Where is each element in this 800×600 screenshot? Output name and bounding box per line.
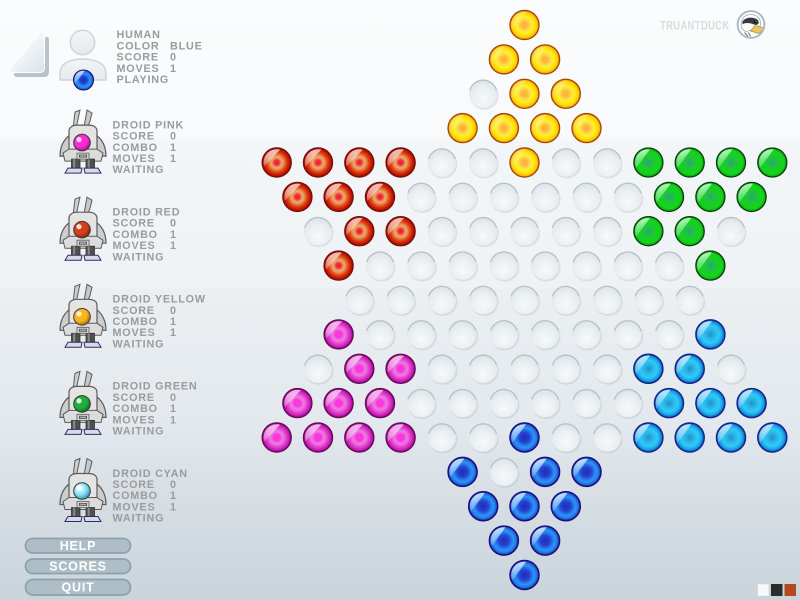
svg-text:SCORE: SCORE [117, 52, 159, 64]
svg-text:COMBO: COMBO [113, 316, 158, 328]
svg-text:WAITING: WAITING [113, 338, 165, 350]
svg-text:0: 0 [170, 131, 177, 143]
svg-text:DROID PINK: DROID PINK [113, 119, 185, 131]
svg-text:WAITING: WAITING [113, 164, 165, 176]
svg-text:WAITING: WAITING [113, 426, 165, 438]
svg-text:COMBO: COMBO [113, 142, 158, 154]
svg-text:1: 1 [170, 316, 177, 328]
svg-text:DROID RED: DROID RED [113, 207, 181, 219]
svg-text:COMBO: COMBO [113, 403, 158, 415]
svg-text:1: 1 [170, 240, 177, 252]
svg-text:MOVES: MOVES [113, 414, 156, 426]
svg-text:1: 1 [170, 153, 177, 165]
svg-text:1: 1 [170, 501, 177, 513]
svg-text:QUIT: QUIT [61, 581, 94, 595]
svg-text:0: 0 [170, 52, 177, 64]
svg-text:DROID YELLOW: DROID YELLOW [113, 294, 206, 306]
svg-text:MOVES: MOVES [117, 63, 160, 75]
svg-text:SCORES: SCORES [49, 560, 107, 574]
svg-text:1: 1 [170, 490, 177, 502]
svg-text:MOVES: MOVES [113, 501, 156, 513]
svg-text:1: 1 [170, 414, 177, 426]
svg-text:PLAYING: PLAYING [117, 74, 170, 86]
svg-text:0: 0 [170, 218, 177, 230]
svg-text:SCORE: SCORE [113, 479, 155, 491]
svg-text:1: 1 [170, 229, 177, 241]
svg-text:MOVES: MOVES [113, 240, 156, 252]
svg-text:TRUANTDUCK: TRUANTDUCK [660, 21, 730, 33]
svg-text:HUMAN: HUMAN [117, 29, 161, 41]
svg-text:HELP: HELP [60, 539, 97, 553]
svg-text:WAITING: WAITING [113, 251, 165, 263]
svg-text:SCORE: SCORE [113, 392, 155, 404]
svg-text:WAITING: WAITING [113, 513, 165, 525]
svg-text:MOVES: MOVES [113, 153, 156, 165]
svg-text:1: 1 [170, 63, 177, 75]
svg-text:SCORE: SCORE [113, 131, 155, 143]
svg-text:BLUE: BLUE [170, 40, 203, 52]
svg-text:COLOR: COLOR [117, 40, 160, 52]
svg-text:SCORE: SCORE [113, 305, 155, 317]
svg-text:SCORE: SCORE [113, 218, 155, 230]
svg-text:COMBO: COMBO [113, 490, 158, 502]
svg-text:1: 1 [170, 327, 177, 339]
svg-text:1: 1 [170, 403, 177, 415]
svg-text:0: 0 [170, 305, 177, 317]
svg-text:0: 0 [170, 392, 177, 404]
svg-text:0: 0 [170, 479, 177, 491]
svg-text:COMBO: COMBO [113, 229, 158, 241]
svg-text:MOVES: MOVES [113, 327, 156, 339]
svg-text:DROID CYAN: DROID CYAN [113, 468, 188, 480]
svg-text:1: 1 [170, 142, 177, 154]
svg-text:DROID GREEN: DROID GREEN [113, 381, 198, 393]
